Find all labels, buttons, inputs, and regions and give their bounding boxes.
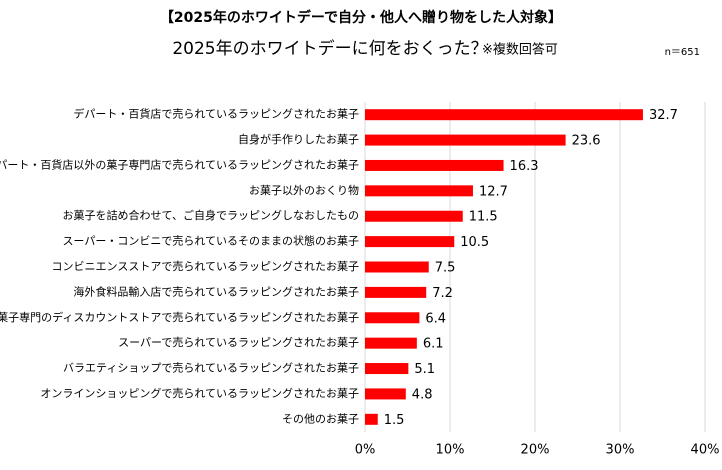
bar xyxy=(365,236,455,248)
data-label: 16.3 xyxy=(510,159,539,174)
x-tick-label: 10% xyxy=(436,443,465,458)
data-label: 11.5 xyxy=(469,210,498,225)
bar xyxy=(365,159,504,171)
data-label: 1.5 xyxy=(384,413,405,428)
bar xyxy=(365,185,473,197)
data-label: 7.5 xyxy=(435,261,456,276)
bar xyxy=(365,413,378,425)
y-tick-label: その他のお菓子 xyxy=(282,412,359,425)
y-tick-label: 自身が手作りしたお菓子 xyxy=(238,132,359,146)
bar xyxy=(365,337,417,349)
y-tick-label: お菓子を詰め合わせて、ご自身でラッピングしなおしたもの xyxy=(63,208,359,222)
x-tick-label: 40% xyxy=(691,443,720,458)
bar xyxy=(365,388,406,400)
data-label: 23.6 xyxy=(572,134,601,149)
x-tick-label: 30% xyxy=(606,443,635,458)
data-label: 6.1 xyxy=(423,337,444,352)
y-tick-label: デパート・百貨店で売られているラッピングされたお菓子 xyxy=(73,107,359,121)
y-tick-label: デパート・百貨店以外の菓子専門店で売られているラッピングされたお菓子 xyxy=(0,157,359,171)
bar xyxy=(365,210,463,222)
y-tick-label: バラエティショップで売られているラッピングされたお菓子 xyxy=(63,361,359,375)
note: ※複数回答可 xyxy=(482,42,558,58)
bar xyxy=(365,312,420,324)
data-label: 12.7 xyxy=(479,184,508,199)
sample-size: n＝651 xyxy=(665,47,700,58)
y-tick-label: お菓子以外のおくり物 xyxy=(249,183,359,197)
bar xyxy=(365,109,643,121)
chart-title: 【2025年のホワイトデーで自分・他人へ贈り物をした人対象】 xyxy=(160,9,562,26)
y-tick-label: オンラインショッピングで売られているラッピングされたお菓子 xyxy=(40,386,359,400)
data-label: 5.1 xyxy=(414,362,435,377)
y-tick-label: スーパーで売られているラッピングされたお菓子 xyxy=(118,335,359,349)
bar xyxy=(365,134,566,146)
data-label: 32.7 xyxy=(649,108,678,123)
data-label: 7.2 xyxy=(432,286,453,301)
y-tick-label: 菓子専門のディスカウントストアで売られているラッピングされたお菓子 xyxy=(0,310,359,324)
y-tick-label: コンビニエンスストアで売られているラッピングされたお菓子 xyxy=(52,259,359,273)
chart-subtitle: 2025年のホワイトデーに何をおくった？ xyxy=(172,38,487,59)
data-label: 6.4 xyxy=(425,311,446,326)
bar xyxy=(365,261,429,273)
data-label: 4.8 xyxy=(412,387,433,402)
data-label: 10.5 xyxy=(460,235,489,250)
y-tick-label: 海外食料品輸入店で売られているラッピングされたお菓子 xyxy=(73,284,359,298)
x-tick-label: 20% xyxy=(521,443,550,458)
x-tick-label: 0% xyxy=(355,443,376,458)
y-tick-label: スーパー・コンビニで売られているそのままの状態のお菓子 xyxy=(62,234,359,248)
bar xyxy=(365,363,409,375)
bar xyxy=(365,286,427,298)
